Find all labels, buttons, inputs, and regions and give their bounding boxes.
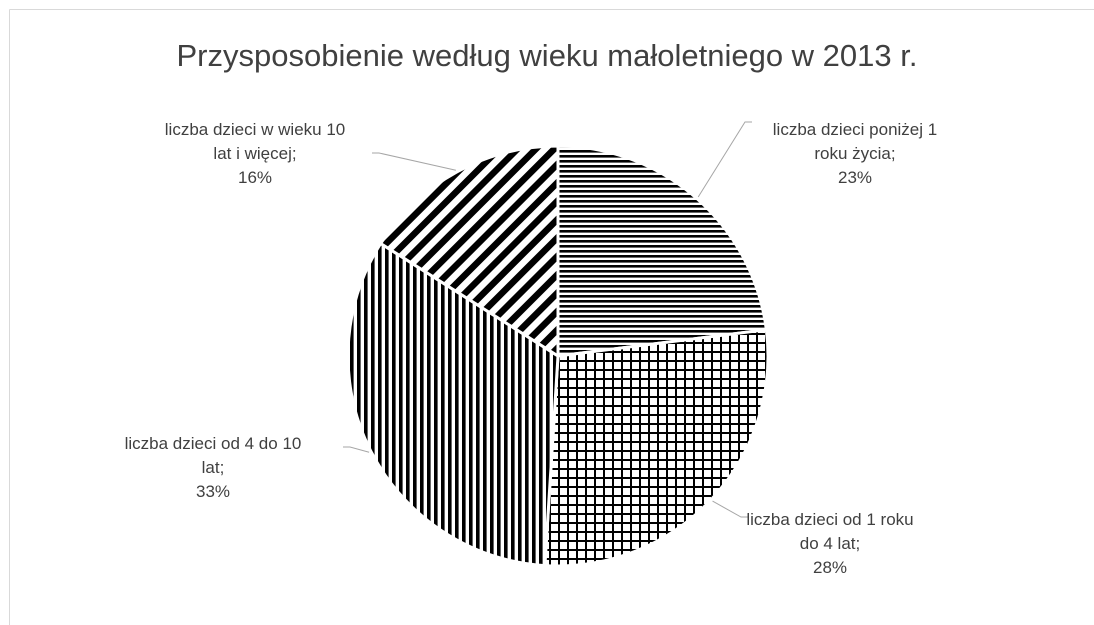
data-label-category: liczba dzieci od 1 roku do 4 lat — [746, 510, 914, 553]
data-label: liczba dzieci w wieku 10 lat i więcej; 16… — [160, 118, 350, 190]
data-label-value: 28% — [812, 558, 848, 577]
data-label-category: liczba dzieci od 4 do 10 lat — [124, 434, 302, 477]
data-label: liczba dzieci od 1 roku do 4 lat; 28% — [735, 508, 925, 580]
data-label: liczba dzieci poniżej 1 roku życia; 23% — [760, 118, 950, 190]
leader-line — [697, 121, 752, 198]
data-label-value: 33% — [195, 482, 231, 501]
data-label-separator: ; — [291, 144, 297, 163]
pie-slice — [543, 328, 770, 568]
leader-line — [372, 152, 456, 171]
data-label-category: liczba dzieci w wieku 10 lat i więcej — [164, 120, 346, 163]
leader-line — [343, 446, 370, 453]
data-label: liczba dzieci od 4 do 10 lat; 33% — [118, 432, 308, 504]
data-label-value: 23% — [837, 168, 873, 187]
chart-title: Przysposobienie według wieku małoletnieg… — [176, 38, 918, 73]
data-label-separator: ; — [890, 144, 896, 163]
pie-slice — [556, 144, 769, 358]
pie-slice — [378, 144, 560, 359]
data-label-value: 16% — [237, 168, 273, 187]
data-label-separator: ; — [855, 534, 861, 553]
data-label-category: liczba dzieci poniżej 1 roku życia — [772, 120, 938, 163]
leader-line — [712, 500, 748, 518]
data-label-separator: ; — [219, 458, 225, 477]
